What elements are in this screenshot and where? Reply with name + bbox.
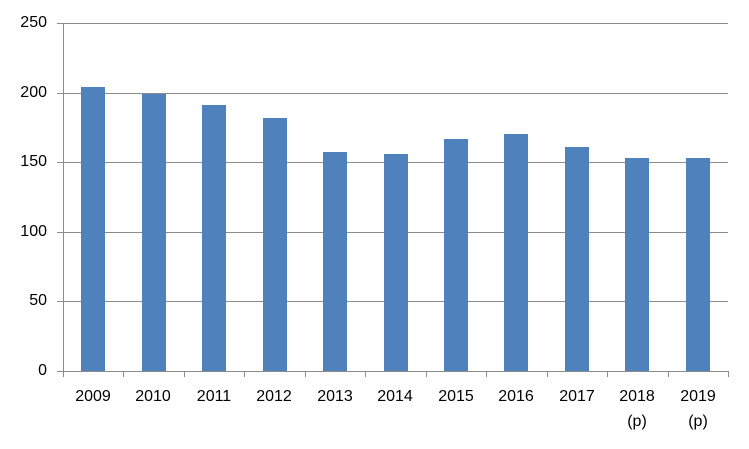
x-axis-label-year: 2013: [317, 388, 353, 405]
y-axis-label-150: 150: [20, 153, 47, 170]
x-axis-label-2009: 2009: [63, 384, 123, 409]
y-axis-tick-50: [57, 301, 64, 302]
y-axis-tick-150: [57, 162, 64, 163]
x-axis-tick-7: [486, 372, 487, 377]
y-axis-tick-100: [57, 232, 64, 233]
bar-2016: [504, 134, 528, 371]
bar-2017: [565, 147, 589, 371]
x-axis-label-2015: 2015: [426, 384, 486, 409]
bar-2019: [686, 158, 710, 371]
x-axis-label-2011: 2011: [184, 384, 244, 409]
x-axis-label-2017: 2017: [547, 384, 607, 409]
bar-2012: [263, 118, 287, 371]
x-axis-label-2014: 2014: [365, 384, 425, 409]
x-axis-label-year: 2009: [75, 388, 111, 405]
x-axis-label-note: (p): [688, 413, 708, 430]
x-axis-label-2016: 2016: [486, 384, 546, 409]
x-axis-label-2010: 2010: [123, 384, 183, 409]
y-axis-label-250: 250: [20, 14, 47, 31]
x-axis-label-year: 2011: [196, 388, 232, 405]
y-axis-line: [63, 23, 64, 371]
x-axis-label-year: 2017: [559, 388, 595, 405]
bar-2009: [81, 87, 105, 371]
x-axis-tick-10: [668, 372, 669, 377]
gridline-y-200: [63, 93, 728, 94]
x-axis-label-year: 2010: [135, 388, 171, 405]
x-axis-label-note: (p): [627, 413, 647, 430]
x-axis-label-2019: 2019 (p): [668, 384, 728, 434]
x-axis-label-2013: 2013: [305, 384, 365, 409]
x-axis-label-year: 2012: [256, 388, 292, 405]
y-axis-tick-0: [57, 371, 64, 372]
bar-2014: [384, 154, 408, 371]
x-axis-line: [63, 371, 729, 372]
x-axis-label-year: 2018: [619, 388, 655, 405]
x-axis-tick-2: [184, 372, 185, 377]
y-axis-tick-250: [57, 23, 64, 24]
x-axis-label-year: 2019: [680, 388, 716, 405]
bar-2010: [142, 94, 166, 371]
y-axis-label-200: 200: [20, 84, 47, 101]
x-axis-tick-0: [63, 372, 64, 377]
y-axis-label-50: 50: [29, 292, 47, 309]
x-axis-label-2012: 2012: [244, 384, 304, 409]
y-axis-label-0: 0: [38, 362, 47, 379]
x-axis-tick-5: [365, 372, 366, 377]
x-axis-tick-4: [305, 372, 306, 377]
bar-2018: [625, 158, 649, 371]
bar-2015: [444, 139, 468, 371]
x-axis-tick-1: [123, 372, 124, 377]
y-axis-label-100: 100: [20, 223, 47, 240]
x-axis-label-2018: 2018 (p): [607, 384, 667, 434]
y-axis-tick-200: [57, 93, 64, 94]
x-axis-tick-3: [244, 372, 245, 377]
x-axis-tick-6: [426, 372, 427, 377]
x-axis-label-year: 2015: [438, 388, 474, 405]
x-axis-label-year: 2016: [498, 388, 534, 405]
bar-2011: [202, 105, 226, 371]
bar-2013: [323, 152, 347, 371]
gridline-y-250: [63, 23, 728, 24]
x-axis-label-year: 2014: [377, 388, 413, 405]
x-axis-tick-9: [607, 372, 608, 377]
x-axis-tick-11: [728, 372, 729, 377]
x-axis-tick-8: [547, 372, 548, 377]
